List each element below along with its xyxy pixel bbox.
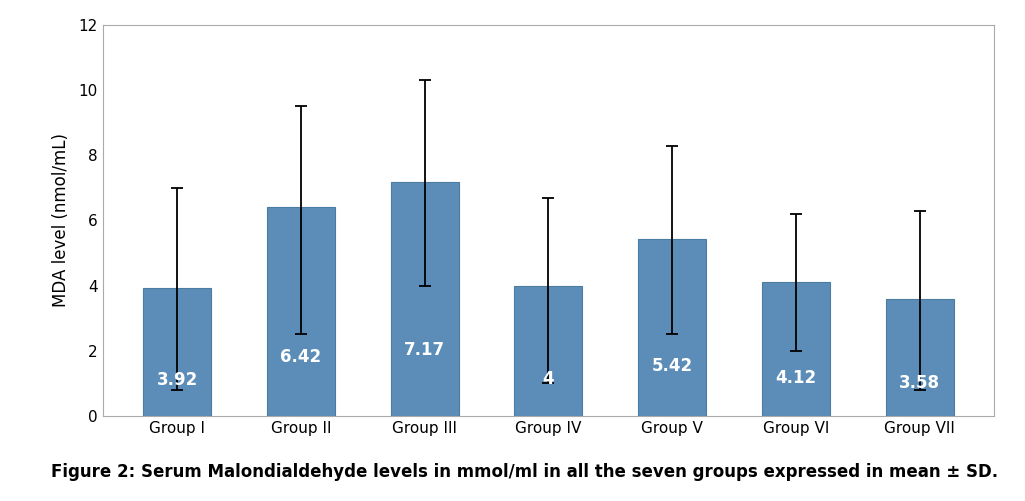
Bar — [144, 288, 211, 416]
Bar — [266, 207, 335, 416]
Text: 5.42: 5.42 — [652, 357, 693, 375]
Bar — [762, 282, 830, 416]
Text: 3.92: 3.92 — [157, 371, 198, 389]
Text: 4.12: 4.12 — [775, 369, 817, 387]
Text: 6.42: 6.42 — [280, 348, 322, 366]
Text: Figure 2: Serum Malondialdehyde levels in mmol/ml in all the seven groups expres: Figure 2: Serum Malondialdehyde levels i… — [51, 463, 998, 481]
Y-axis label: MDA level (nmol/mL): MDA level (nmol/mL) — [52, 133, 70, 308]
Text: 7.17: 7.17 — [404, 342, 445, 359]
Text: 4: 4 — [542, 370, 555, 388]
Bar — [391, 182, 458, 416]
Bar — [886, 299, 953, 416]
Bar — [515, 286, 582, 416]
Text: 3.58: 3.58 — [899, 374, 940, 392]
Bar — [639, 239, 706, 416]
